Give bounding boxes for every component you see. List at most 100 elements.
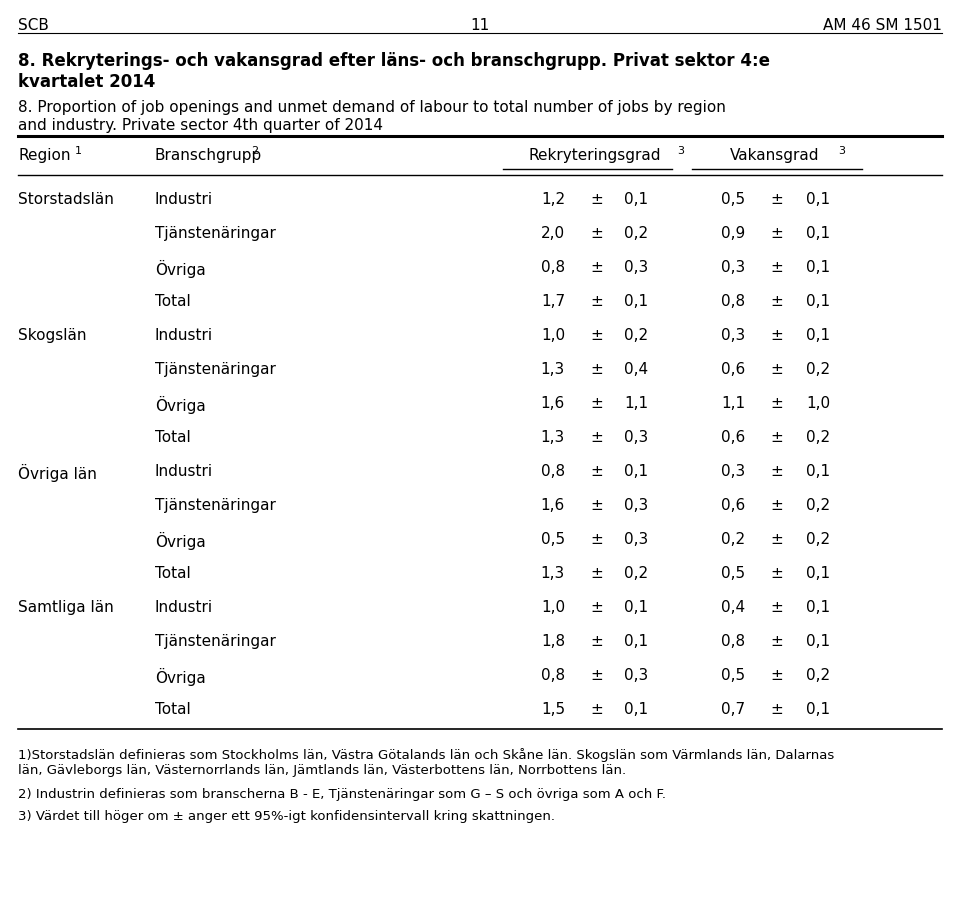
Text: 0,2: 0,2 bbox=[805, 531, 830, 547]
Text: 1,0: 1,0 bbox=[540, 599, 565, 614]
Text: Tjänstenäringar: Tjänstenäringar bbox=[155, 497, 276, 512]
Text: Tjänstenäringar: Tjänstenäringar bbox=[155, 633, 276, 649]
Text: Storstadslän: Storstadslän bbox=[18, 192, 114, 207]
Text: 0,3: 0,3 bbox=[721, 260, 745, 275]
Text: ±: ± bbox=[590, 464, 604, 478]
Text: Branschgrupp: Branschgrupp bbox=[155, 148, 262, 163]
Text: Övriga: Övriga bbox=[155, 260, 205, 278]
Text: ±: ± bbox=[590, 362, 604, 376]
Text: 1,3: 1,3 bbox=[540, 566, 565, 580]
Text: 0,5: 0,5 bbox=[721, 192, 745, 207]
Text: 0,1: 0,1 bbox=[624, 633, 648, 649]
Text: Samtliga län: Samtliga län bbox=[18, 599, 113, 614]
Text: ±: ± bbox=[590, 599, 604, 614]
Text: ±: ± bbox=[590, 429, 604, 445]
Text: 0,5: 0,5 bbox=[721, 667, 745, 682]
Text: Skogslän: Skogslän bbox=[18, 328, 86, 343]
Text: 0,2: 0,2 bbox=[721, 531, 745, 547]
Text: Övriga: Övriga bbox=[155, 531, 205, 549]
Text: ±: ± bbox=[771, 328, 783, 343]
Text: 0,3: 0,3 bbox=[624, 429, 648, 445]
Text: ±: ± bbox=[771, 633, 783, 649]
Text: 1,1: 1,1 bbox=[624, 395, 648, 411]
Text: ±: ± bbox=[771, 531, 783, 547]
Text: Tjänstenäringar: Tjänstenäringar bbox=[155, 226, 276, 241]
Text: ±: ± bbox=[590, 531, 604, 547]
Text: ±: ± bbox=[771, 464, 783, 478]
Text: 0,1: 0,1 bbox=[805, 464, 830, 478]
Text: 0,1: 0,1 bbox=[805, 701, 830, 716]
Text: Industri: Industri bbox=[155, 464, 213, 478]
Text: ±: ± bbox=[590, 667, 604, 682]
Text: 8. Proportion of job openings and unmet demand of labour to total number of jobs: 8. Proportion of job openings and unmet … bbox=[18, 100, 726, 115]
Text: 0,4: 0,4 bbox=[721, 599, 745, 614]
Text: 0,6: 0,6 bbox=[721, 429, 745, 445]
Text: 0,2: 0,2 bbox=[624, 566, 648, 580]
Text: Region: Region bbox=[18, 148, 70, 163]
Text: 1,2: 1,2 bbox=[540, 192, 565, 207]
Text: 1,7: 1,7 bbox=[540, 293, 565, 309]
Text: ±: ± bbox=[590, 328, 604, 343]
Text: ±: ± bbox=[771, 226, 783, 241]
Text: 1: 1 bbox=[75, 146, 82, 156]
Text: 0,1: 0,1 bbox=[624, 701, 648, 716]
Text: 3: 3 bbox=[838, 146, 845, 156]
Text: 0,1: 0,1 bbox=[805, 192, 830, 207]
Text: ±: ± bbox=[771, 599, 783, 614]
Text: Industri: Industri bbox=[155, 328, 213, 343]
Text: 1,0: 1,0 bbox=[540, 328, 565, 343]
Text: ±: ± bbox=[771, 429, 783, 445]
Text: 0,6: 0,6 bbox=[721, 362, 745, 376]
Text: Övriga: Övriga bbox=[155, 667, 205, 685]
Text: ±: ± bbox=[771, 667, 783, 682]
Text: ±: ± bbox=[771, 260, 783, 275]
Text: 0,1: 0,1 bbox=[805, 328, 830, 343]
Text: 0,8: 0,8 bbox=[721, 633, 745, 649]
Text: 1,8: 1,8 bbox=[540, 633, 565, 649]
Text: ±: ± bbox=[590, 293, 604, 309]
Text: ±: ± bbox=[590, 633, 604, 649]
Text: 8. Rekryterings- och vakansgrad efter läns- och branschgrupp. Privat sektor 4:e: 8. Rekryterings- och vakansgrad efter lä… bbox=[18, 52, 770, 70]
Text: 0,8: 0,8 bbox=[540, 260, 565, 275]
Text: 0,8: 0,8 bbox=[721, 293, 745, 309]
Text: 0,3: 0,3 bbox=[721, 464, 745, 478]
Text: SCB: SCB bbox=[18, 18, 49, 33]
Text: 0,4: 0,4 bbox=[624, 362, 648, 376]
Text: AM 46 SM 1501: AM 46 SM 1501 bbox=[823, 18, 942, 33]
Text: Rekryteringsgrad: Rekryteringsgrad bbox=[529, 148, 661, 163]
Text: Tjänstenäringar: Tjänstenäringar bbox=[155, 362, 276, 376]
Text: 0,1: 0,1 bbox=[624, 192, 648, 207]
Text: 0,8: 0,8 bbox=[540, 464, 565, 478]
Text: 3) Värdet till höger om ± anger ett 95%-igt konfidensintervall kring skattningen: 3) Värdet till höger om ± anger ett 95%-… bbox=[18, 809, 555, 822]
Text: 2,0: 2,0 bbox=[540, 226, 565, 241]
Text: 1,3: 1,3 bbox=[540, 362, 565, 376]
Text: 1,5: 1,5 bbox=[540, 701, 565, 716]
Text: ±: ± bbox=[590, 497, 604, 512]
Text: ±: ± bbox=[771, 566, 783, 580]
Text: 0,9: 0,9 bbox=[721, 226, 745, 241]
Text: ±: ± bbox=[771, 701, 783, 716]
Text: 0,2: 0,2 bbox=[805, 667, 830, 682]
Text: ±: ± bbox=[771, 497, 783, 512]
Text: 0,2: 0,2 bbox=[805, 497, 830, 512]
Text: 0,3: 0,3 bbox=[721, 328, 745, 343]
Text: 1,6: 1,6 bbox=[540, 395, 565, 411]
Text: 0,6: 0,6 bbox=[721, 497, 745, 512]
Text: Total: Total bbox=[155, 701, 191, 716]
Text: Total: Total bbox=[155, 429, 191, 445]
Text: 0,2: 0,2 bbox=[624, 226, 648, 241]
Text: ±: ± bbox=[771, 362, 783, 376]
Text: 0,3: 0,3 bbox=[624, 260, 648, 275]
Text: 3: 3 bbox=[677, 146, 684, 156]
Text: Övriga: Övriga bbox=[155, 395, 205, 414]
Text: 0,1: 0,1 bbox=[624, 293, 648, 309]
Text: 0,1: 0,1 bbox=[805, 226, 830, 241]
Text: 0,1: 0,1 bbox=[805, 633, 830, 649]
Text: Industri: Industri bbox=[155, 599, 213, 614]
Text: 0,7: 0,7 bbox=[721, 701, 745, 716]
Text: 0,3: 0,3 bbox=[624, 667, 648, 682]
Text: Vakansgrad: Vakansgrad bbox=[731, 148, 820, 163]
Text: 0,8: 0,8 bbox=[540, 667, 565, 682]
Text: Total: Total bbox=[155, 566, 191, 580]
Text: 0,2: 0,2 bbox=[805, 429, 830, 445]
